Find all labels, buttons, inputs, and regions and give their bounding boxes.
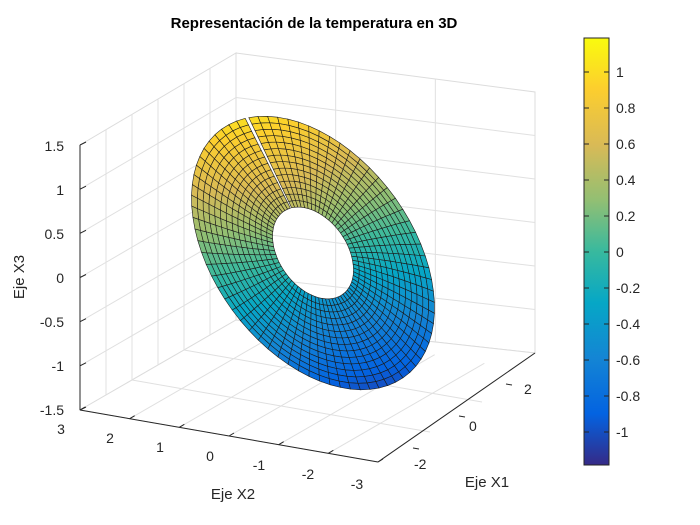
y-tick-label: 0 bbox=[206, 448, 214, 464]
z-tick bbox=[79, 406, 87, 411]
z-tick bbox=[79, 274, 87, 278]
z-tick bbox=[79, 185, 87, 190]
z-tick bbox=[79, 141, 87, 146]
y-tick-label: -3 bbox=[351, 476, 364, 492]
grid-line bbox=[328, 362, 485, 454]
temperature-surface bbox=[191, 115, 435, 391]
colorbar-tick-label: 1 bbox=[616, 64, 624, 80]
grid-line bbox=[129, 328, 286, 420]
colorbar-tick-label: 0.2 bbox=[616, 208, 636, 224]
x-tick-labels: -2 0 2 bbox=[414, 381, 532, 472]
x-tick bbox=[458, 415, 466, 418]
y-tick-label: 1 bbox=[156, 439, 164, 455]
z-tick-label: 0.5 bbox=[45, 226, 65, 242]
z-tick-labels: 1.5 1 0.5 0 -0.5 -1 -1.5 bbox=[40, 138, 64, 418]
y-tick-label: 3 bbox=[57, 421, 65, 437]
colorbar-tick-label: 0.6 bbox=[616, 136, 636, 152]
y-tick bbox=[179, 423, 185, 428]
z-tick-label: 1.5 bbox=[45, 138, 65, 154]
z-axis-label: Eje X3 bbox=[11, 255, 28, 299]
x-axis-label: Eje X1 bbox=[465, 474, 509, 491]
colorbar-tick-label: -0.6 bbox=[616, 352, 640, 368]
colorbar-tick-label: -0.2 bbox=[616, 280, 640, 296]
z-tick bbox=[79, 362, 87, 367]
y-tick bbox=[328, 449, 334, 454]
colorbar-tick-label: -0.8 bbox=[616, 388, 640, 404]
y-tick-labels: 3 2 1 0 -1 -2 -3 bbox=[57, 421, 363, 492]
y-tick bbox=[377, 458, 384, 463]
x-tick-label: 0 bbox=[469, 418, 477, 434]
colorbar-tick-label: 0.4 bbox=[616, 172, 636, 188]
colorbar-tick-label: -0.4 bbox=[616, 316, 640, 332]
y-tick bbox=[228, 432, 235, 437]
z-tick-label: -1.5 bbox=[40, 402, 64, 418]
z-tick-label: -0.5 bbox=[40, 314, 64, 330]
z-tick bbox=[79, 229, 87, 234]
y-axis-label: Eje X2 bbox=[211, 486, 255, 503]
z-tick-label: -1 bbox=[52, 358, 65, 374]
x-tick-label: 2 bbox=[524, 381, 532, 397]
colorbar-tick-label: 0.8 bbox=[616, 100, 636, 116]
tick-marks bbox=[79, 141, 513, 463]
grid-line bbox=[131, 379, 431, 433]
colorbar-tick-labels: 1 0.8 0.6 0.4 0.2 0 -0.2 -0.4 -0.6 -0.8 … bbox=[616, 64, 640, 440]
surface-patch bbox=[419, 255, 430, 269]
grid-line bbox=[235, 97, 536, 136]
colorbar-tick-label: 0 bbox=[616, 244, 624, 260]
colorbar: 1 0.8 0.6 0.4 0.2 0 -0.2 -0.4 -0.6 -0.8 … bbox=[583, 37, 640, 466]
x-tick bbox=[412, 447, 420, 450]
surface-patch bbox=[236, 118, 249, 128]
y-tick-label: -1 bbox=[253, 457, 266, 473]
z-tick-label: 0 bbox=[56, 270, 64, 286]
y-tick bbox=[278, 441, 284, 446]
chart-title: Representación de la temperatura en 3D bbox=[171, 15, 458, 32]
y-tick bbox=[129, 415, 135, 420]
z-tick bbox=[79, 318, 87, 323]
z-tick-label: 1 bbox=[56, 182, 64, 198]
y-tick-label: -2 bbox=[302, 466, 315, 482]
x-tick-label: -2 bbox=[414, 456, 427, 472]
x-tick bbox=[505, 383, 513, 386]
y-tick-label: 2 bbox=[106, 430, 114, 446]
colorbar-tick-label: -1 bbox=[616, 424, 629, 440]
